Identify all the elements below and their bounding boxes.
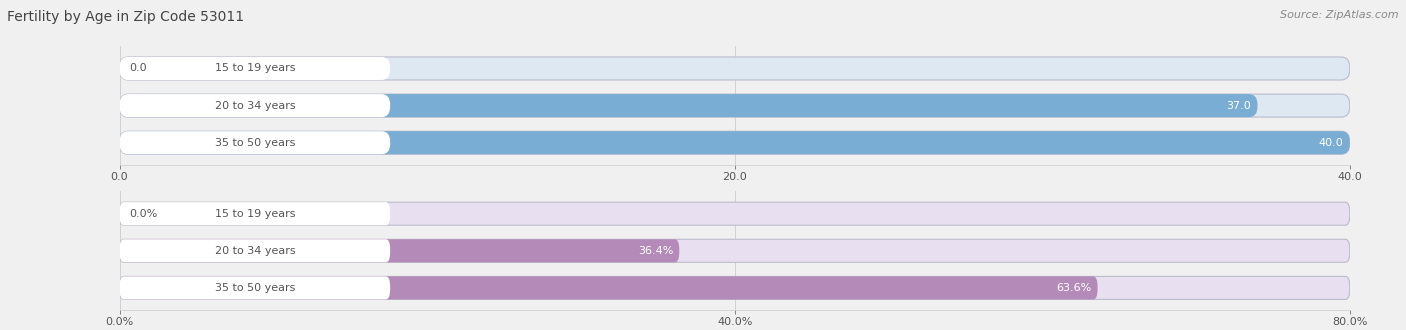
FancyBboxPatch shape bbox=[120, 239, 1350, 262]
Text: 40.0: 40.0 bbox=[1319, 138, 1344, 148]
Text: 0.0: 0.0 bbox=[129, 63, 148, 74]
Text: 20 to 34 years: 20 to 34 years bbox=[215, 246, 295, 256]
Text: 63.6%: 63.6% bbox=[1056, 283, 1091, 293]
FancyBboxPatch shape bbox=[120, 131, 1350, 154]
FancyBboxPatch shape bbox=[120, 94, 391, 117]
FancyBboxPatch shape bbox=[120, 94, 1350, 117]
Text: 15 to 19 years: 15 to 19 years bbox=[215, 209, 295, 219]
FancyBboxPatch shape bbox=[120, 131, 391, 154]
FancyBboxPatch shape bbox=[120, 239, 679, 262]
FancyBboxPatch shape bbox=[120, 57, 1350, 80]
Text: 36.4%: 36.4% bbox=[638, 246, 673, 256]
Text: 15 to 19 years: 15 to 19 years bbox=[215, 63, 295, 74]
Text: Fertility by Age in Zip Code 53011: Fertility by Age in Zip Code 53011 bbox=[7, 10, 245, 24]
Text: 35 to 50 years: 35 to 50 years bbox=[215, 138, 295, 148]
FancyBboxPatch shape bbox=[120, 94, 1257, 117]
FancyBboxPatch shape bbox=[120, 277, 1350, 299]
Text: 0.0%: 0.0% bbox=[129, 209, 157, 219]
FancyBboxPatch shape bbox=[120, 277, 391, 299]
Text: 37.0: 37.0 bbox=[1226, 101, 1251, 111]
FancyBboxPatch shape bbox=[120, 277, 1098, 299]
FancyBboxPatch shape bbox=[120, 202, 391, 225]
FancyBboxPatch shape bbox=[120, 131, 1350, 154]
Text: 35 to 50 years: 35 to 50 years bbox=[215, 283, 295, 293]
Text: Source: ZipAtlas.com: Source: ZipAtlas.com bbox=[1281, 10, 1399, 20]
FancyBboxPatch shape bbox=[120, 57, 391, 80]
FancyBboxPatch shape bbox=[120, 239, 391, 262]
FancyBboxPatch shape bbox=[120, 202, 1350, 225]
Text: 20 to 34 years: 20 to 34 years bbox=[215, 101, 295, 111]
